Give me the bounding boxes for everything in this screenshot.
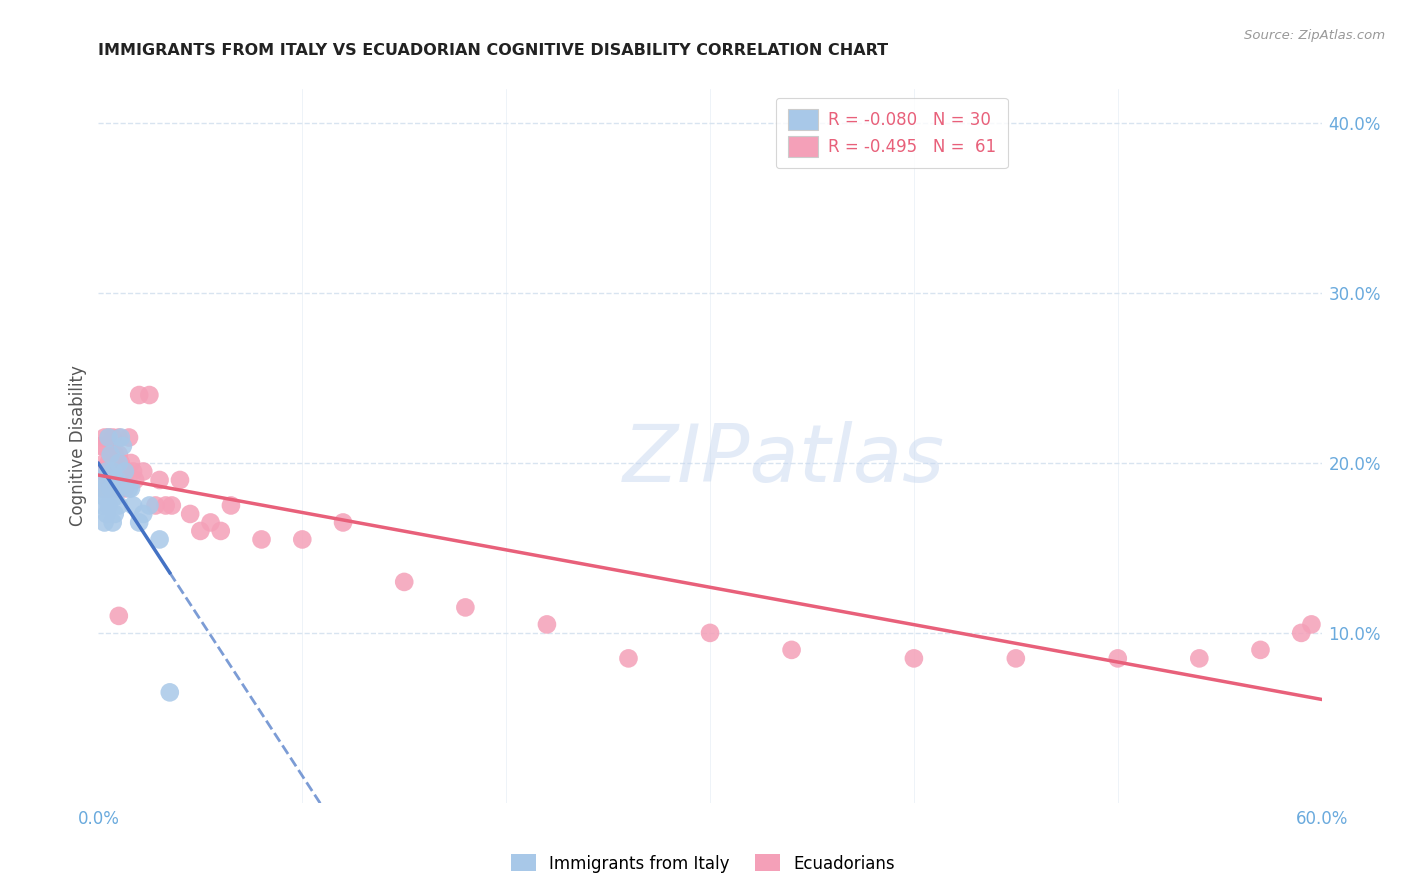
Point [122, 465, 145, 479]
Point [128, 388, 150, 402]
Point [110, 430, 132, 444]
Point [96, 507, 118, 521]
Point [200, 516, 222, 530]
Point [1107, 651, 1129, 665]
Text: Source: ZipAtlas.com: Source: ZipAtlas.com [1244, 29, 1385, 42]
Point [111, 465, 134, 479]
Point [699, 626, 721, 640]
Point [1249, 643, 1271, 657]
Point [108, 430, 131, 444]
Point [219, 499, 242, 513]
Point [114, 482, 136, 496]
Point [1188, 651, 1211, 665]
Point [115, 465, 138, 479]
Point [536, 617, 558, 632]
Point [91, 439, 114, 453]
Point [97, 430, 120, 444]
Point [149, 533, 172, 547]
Point [108, 499, 131, 513]
Point [105, 465, 128, 479]
Point [138, 499, 160, 513]
Text: IMMIGRANTS FROM ITALY VS ECUADORIAN COGNITIVE DISABILITY CORRELATION CHART: IMMIGRANTS FROM ITALY VS ECUADORIAN COGN… [98, 43, 889, 58]
Point [100, 448, 122, 462]
Point [617, 651, 640, 665]
Point [250, 533, 273, 547]
Point [138, 388, 160, 402]
Point [97, 499, 120, 513]
Point [128, 516, 150, 530]
Point [145, 499, 167, 513]
Point [118, 430, 141, 444]
Point [100, 482, 122, 496]
Point [96, 465, 118, 479]
Point [105, 482, 128, 496]
Point [132, 465, 155, 479]
Point [101, 456, 124, 470]
Point [159, 685, 181, 699]
Point [160, 499, 183, 513]
Point [108, 608, 131, 623]
Point [97, 456, 120, 470]
Point [100, 482, 122, 496]
Legend: R = -0.080   N = 30, R = -0.495   N =  61: R = -0.080 N = 30, R = -0.495 N = 61 [776, 97, 1008, 169]
Point [108, 448, 131, 462]
Point [93, 516, 115, 530]
Point [332, 516, 354, 530]
Point [89, 473, 111, 487]
Point [97, 430, 120, 444]
Point [169, 473, 191, 487]
Point [1004, 651, 1026, 665]
Point [291, 533, 314, 547]
Point [155, 499, 177, 513]
Point [89, 465, 111, 479]
Point [91, 482, 114, 496]
Point [454, 600, 477, 615]
Point [903, 651, 925, 665]
Point [91, 482, 114, 496]
Point [105, 473, 128, 487]
Point [392, 574, 416, 589]
Point [104, 473, 127, 487]
Point [93, 490, 115, 504]
Y-axis label: Cognitive Disability: Cognitive Disability [69, 366, 87, 526]
Point [780, 643, 803, 657]
Point [1291, 626, 1313, 640]
Point [179, 507, 201, 521]
Point [114, 465, 136, 479]
Point [96, 482, 118, 496]
Point [100, 448, 122, 462]
Point [96, 465, 118, 479]
Point [1301, 617, 1323, 632]
Point [111, 439, 134, 453]
Point [101, 516, 124, 530]
Text: ZIPatlas: ZIPatlas [623, 421, 945, 500]
Point [122, 499, 145, 513]
Point [209, 524, 232, 538]
Point [118, 482, 141, 496]
Point [101, 465, 124, 479]
Point [132, 507, 155, 521]
Legend: Immigrants from Italy, Ecuadorians: Immigrants from Italy, Ecuadorians [505, 847, 901, 880]
Point [93, 430, 115, 444]
Point [91, 465, 114, 479]
Point [110, 456, 132, 470]
Point [120, 456, 142, 470]
Point [93, 456, 115, 470]
Point [104, 448, 127, 462]
Point [101, 430, 124, 444]
Point [105, 482, 128, 496]
Point [120, 482, 142, 496]
Point [188, 524, 212, 538]
Point [124, 473, 146, 487]
Point [104, 490, 127, 504]
Point [104, 507, 127, 521]
Point [89, 439, 111, 453]
Point [149, 473, 172, 487]
Point [97, 473, 120, 487]
Point [108, 456, 131, 470]
Point [91, 499, 114, 513]
Point [110, 482, 132, 496]
